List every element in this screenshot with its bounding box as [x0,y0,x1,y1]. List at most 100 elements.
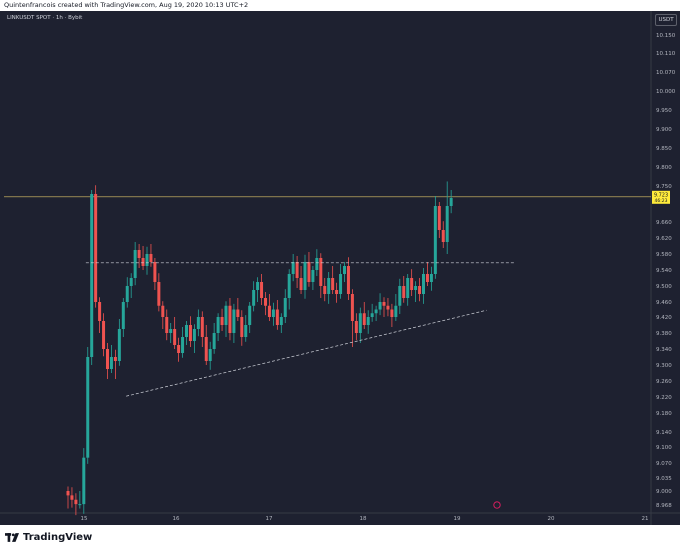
candle-body [260,282,264,298]
candle-body [248,305,252,325]
candle-body [323,286,327,294]
candle-body [102,321,106,349]
candle-body [129,278,133,286]
candle-body [386,305,390,310]
x-tick-label: 20 [548,516,555,522]
y-tick-label: 9.950 [656,108,672,114]
y-tick-label: 9.300 [656,363,672,369]
candle-body [224,305,228,325]
tradingview-logo-icon [5,532,19,542]
candle-body [358,313,362,333]
candle-body [343,266,346,274]
candle-body [177,345,181,353]
candle-body [173,329,177,345]
candle-body [200,317,204,337]
candle-body [425,274,429,282]
y-tick-label: 9.660 [656,220,672,226]
candle-body [141,258,145,266]
candle-body [299,278,303,290]
candle-body [149,254,153,262]
candle-body [433,206,437,274]
y-tick-label: 9.180 [656,411,672,417]
candle-body [161,305,165,317]
candle-body [196,317,200,329]
candle-body [106,349,109,369]
y-tick-label: 9.460 [656,300,672,306]
candle-body [204,337,208,361]
candle-body [291,262,295,274]
y-tick-label: 9.580 [656,252,672,258]
y-tick-label: 9.750 [656,184,672,190]
y-tick-label: 9.620 [656,236,672,242]
candle-body [402,286,406,298]
candle-body [398,286,402,306]
candle-body [410,278,414,290]
currency-badge[interactable]: USDT [655,14,677,26]
candle-body [307,262,311,282]
y-tick-label: 9.340 [656,347,672,353]
candle-body [283,298,287,317]
candle-body [192,329,196,341]
y-tick-label: 9.100 [656,445,672,451]
candle-body [279,317,283,325]
candle-body [256,282,260,290]
x-tick-label: 15 [81,516,88,522]
candle-body [236,309,240,317]
y-tick-label: 9.035 [656,476,672,482]
y-tick-label: 8.968 [656,503,672,509]
candle-body [153,262,157,282]
y-tick-label: 9.380 [656,331,672,337]
candle-body [422,274,425,294]
candle-body [240,317,244,337]
y-tick-label: 9.070 [656,461,672,467]
candle-body [319,258,323,286]
candle-body [315,258,319,270]
candle-body [94,194,98,302]
candle-body [406,278,410,298]
candle-body [157,282,161,306]
candle-body [441,230,445,242]
y-tick-label: 9.540 [656,268,672,274]
candle-body [121,302,125,329]
footer-bar: TradingView [0,525,680,548]
y-tick-label: 9.500 [656,284,672,290]
candle-body [228,305,232,333]
candle-body [82,457,86,505]
y-tick-label: 9.420 [656,315,672,321]
candle-body [264,298,267,306]
candle-body [145,254,149,266]
candle-body [271,309,275,317]
candle-body [414,286,418,290]
candle-body [86,357,90,458]
x-tick-label: 16 [173,516,180,522]
candle-body [311,270,315,282]
candle-body [366,317,370,325]
candle-body [331,278,335,290]
candle-body [418,286,422,294]
candle-body [437,206,441,230]
header-bar: Quintenfrancois created with TradingView… [0,0,680,11]
tradingview-logo[interactable]: TradingView [5,531,92,543]
candle-body [394,305,398,317]
symbol-label[interactable]: LINKUSDT SPOT · 1h · Bybit [7,15,83,21]
candle-body [169,329,173,333]
y-tick-label: 9.900 [656,127,672,133]
y-tick-label: 9.220 [656,395,672,401]
candle-body [346,266,350,294]
candle-body [252,290,256,306]
candle-body [275,309,279,325]
candle-body [66,491,70,496]
candle-body [208,349,212,361]
candle-body [370,313,374,317]
candle-body [185,325,188,337]
candle-body [303,262,307,290]
candle-body [382,302,386,306]
chart-frame[interactable] [0,11,680,525]
countdown-timer: 46:23 [655,198,668,204]
candle-body [267,305,271,317]
y-tick-label: 10.150 [656,33,676,39]
candle-body [429,274,433,282]
x-tick-label: 19 [454,516,461,522]
candle-body [125,286,129,302]
